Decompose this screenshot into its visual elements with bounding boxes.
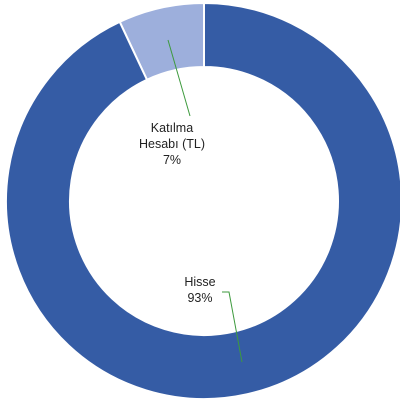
leader-line [167, 39, 191, 117]
category-label: Katılma Hesabı (TL) [139, 121, 205, 151]
donut-slice [5, 1, 400, 400]
slice-label: Hisse 93% [145, 274, 255, 306]
leader-line [222, 291, 243, 363]
value-label: 93% [187, 291, 213, 305]
category-label: Hisse [184, 275, 216, 289]
slice-label: Katılma Hesabı (TL) 7% [117, 120, 227, 168]
value-label: 7% [162, 153, 182, 167]
